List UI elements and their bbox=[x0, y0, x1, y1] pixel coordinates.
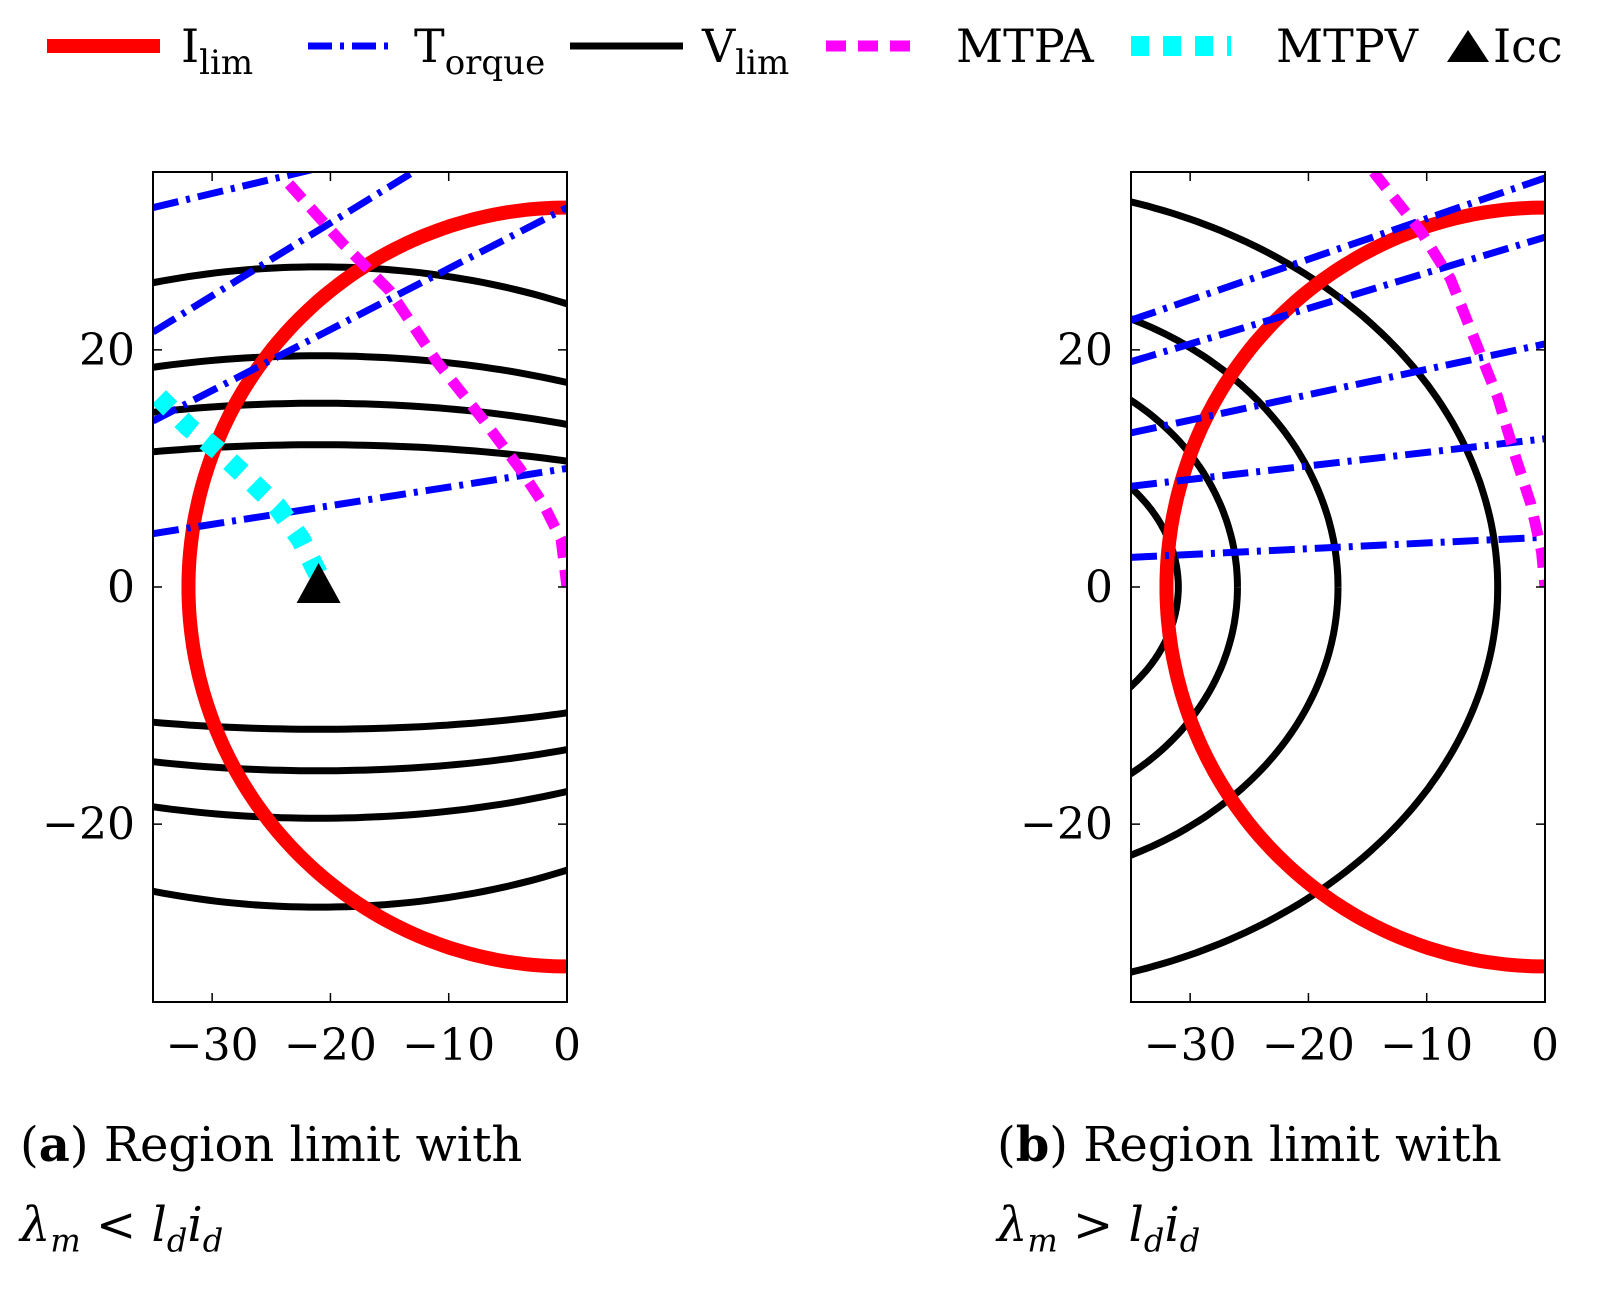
x-tick-label: −20 bbox=[284, 1020, 377, 1071]
mtpa-curve bbox=[284, 180, 567, 588]
caption-b-line2: λm > ldid bbox=[997, 1197, 1201, 1260]
legend-label-ilim: Ilim bbox=[181, 19, 253, 83]
y-tick-label: 20 bbox=[1057, 325, 1113, 376]
y-tick-label: −20 bbox=[1020, 799, 1113, 850]
caption-b-line1: (b) Region limit with bbox=[997, 1117, 1502, 1173]
y-tick-label: −20 bbox=[42, 799, 135, 850]
legend-label-mtpa: MTPA bbox=[956, 19, 1095, 73]
torque-line-4 bbox=[1131, 435, 1545, 490]
torque-line-2 bbox=[153, 172, 416, 336]
mtpv-curve bbox=[153, 390, 328, 580]
plot-area bbox=[153, 172, 567, 974]
ilim-circle bbox=[181, 200, 567, 974]
vlim-curve-4 bbox=[1131, 198, 1502, 976]
x-tick-label: −30 bbox=[1144, 1020, 1237, 1071]
legend-label-torque: Torque bbox=[414, 19, 545, 83]
chart-a: −30 −20 −10 0 −20 0 20 bbox=[42, 171, 581, 1071]
plot-area bbox=[1131, 172, 1545, 976]
torque-line-3 bbox=[1131, 340, 1545, 437]
mtpa-curve bbox=[1369, 172, 1545, 588]
legend-swatch-icc bbox=[1447, 30, 1489, 62]
caption-a-line1: (a) Region limit with bbox=[20, 1117, 523, 1173]
y-tick-label: 20 bbox=[79, 325, 135, 376]
caption-a: (a) Region limit with λm < ldid bbox=[20, 1105, 522, 1281]
vlim-curve-2 bbox=[1131, 396, 1241, 778]
y-tick-label: 0 bbox=[1085, 562, 1113, 613]
caption-a-line2: λm < ldid bbox=[20, 1197, 224, 1260]
icc-marker bbox=[296, 563, 341, 603]
legend-label-mtpv: MTPV bbox=[1276, 19, 1419, 73]
x-tick-label: 0 bbox=[553, 1020, 581, 1071]
ilim-circle bbox=[1159, 200, 1545, 974]
x-tick-label: 0 bbox=[1531, 1020, 1559, 1071]
chart-b: −30 −20 −10 0 −20 0 20 bbox=[1020, 171, 1559, 1071]
caption-b: (b) Region limit with λm > ldid bbox=[997, 1105, 1502, 1281]
torque-line-4 bbox=[153, 464, 567, 538]
legend: Ilim Torque Vlim MTPA MTPV Icc bbox=[47, 19, 1563, 83]
x-tick-label: −10 bbox=[1380, 1020, 1473, 1071]
y-tick-label: 0 bbox=[107, 562, 135, 613]
x-tick-label: −20 bbox=[1262, 1020, 1355, 1071]
legend-label-vlim: Vlim bbox=[701, 19, 789, 83]
torque-line-1 bbox=[1131, 174, 1545, 324]
legend-label-icc: Icc bbox=[1493, 19, 1563, 73]
vlim-curve-3 bbox=[1131, 315, 1342, 859]
torque-line-1 bbox=[153, 172, 318, 211]
vlim-curve-1 bbox=[1131, 483, 1182, 691]
x-tick-label: −10 bbox=[402, 1020, 495, 1071]
x-tick-label: −30 bbox=[166, 1020, 259, 1071]
torque-line-3 bbox=[153, 204, 567, 425]
torque-line-5 bbox=[1131, 533, 1545, 561]
